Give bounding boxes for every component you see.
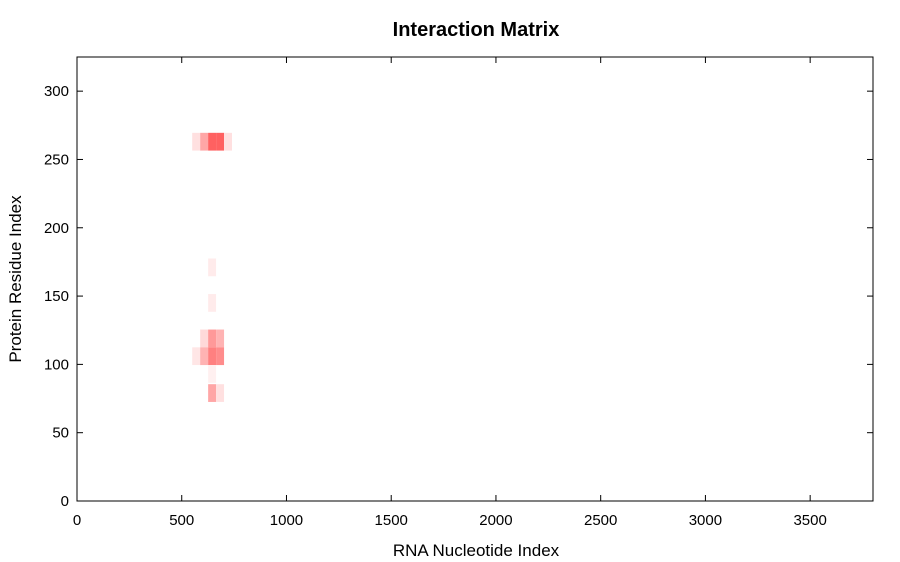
heatmap-cell xyxy=(208,347,217,366)
x-tick-label: 2000 xyxy=(479,512,512,529)
y-tick-label: 0 xyxy=(61,493,69,510)
x-axis-label: RNA Nucleotide Index xyxy=(393,541,560,560)
heatmap-cell xyxy=(208,294,217,312)
y-tick-label: 300 xyxy=(44,83,69,100)
x-tick-label: 500 xyxy=(169,512,194,529)
x-tick-label: 1500 xyxy=(375,512,408,529)
y-tick-label: 250 xyxy=(44,151,69,168)
x-tick-label: 2500 xyxy=(584,512,617,529)
plot-area-frame xyxy=(76,56,874,502)
heatmap-cell xyxy=(208,132,217,151)
heatmap-cell xyxy=(216,384,225,402)
x-axis-ticks: 0 500 1000 1500 2000 2500 3000 3500 xyxy=(73,57,827,529)
heatmap-cell xyxy=(208,384,217,402)
y-tick-label: 150 xyxy=(44,288,69,305)
heatmap-cell xyxy=(224,132,233,151)
y-axis-ticks: 0 50 100 150 200 250 300 xyxy=(44,83,873,510)
y-tick-label: 100 xyxy=(44,356,69,373)
heatmap-cell xyxy=(200,347,209,366)
chart-title: Interaction Matrix xyxy=(393,19,560,41)
y-axis-label: Protein Residue Index xyxy=(6,195,25,363)
heatmap-cell xyxy=(192,132,201,151)
y-tick-label: 200 xyxy=(44,220,69,237)
heatmap-cell xyxy=(208,365,217,383)
heatmap-cell xyxy=(216,347,225,366)
heatmap-cell xyxy=(200,329,209,348)
heatmap-cell xyxy=(216,132,225,151)
heatmap-cells xyxy=(192,132,233,402)
heatmap-cell xyxy=(208,258,217,277)
heatmap-cell xyxy=(192,347,201,366)
x-tick-label: 3000 xyxy=(689,512,722,529)
y-tick-label: 50 xyxy=(52,425,69,442)
heatmap-cell xyxy=(208,329,217,348)
heatmap-cell xyxy=(200,132,209,151)
x-tick-label: 0 xyxy=(73,512,81,529)
x-tick-label: 3500 xyxy=(793,512,826,529)
x-tick-label: 1000 xyxy=(270,512,303,529)
heatmap-cell xyxy=(216,329,225,348)
